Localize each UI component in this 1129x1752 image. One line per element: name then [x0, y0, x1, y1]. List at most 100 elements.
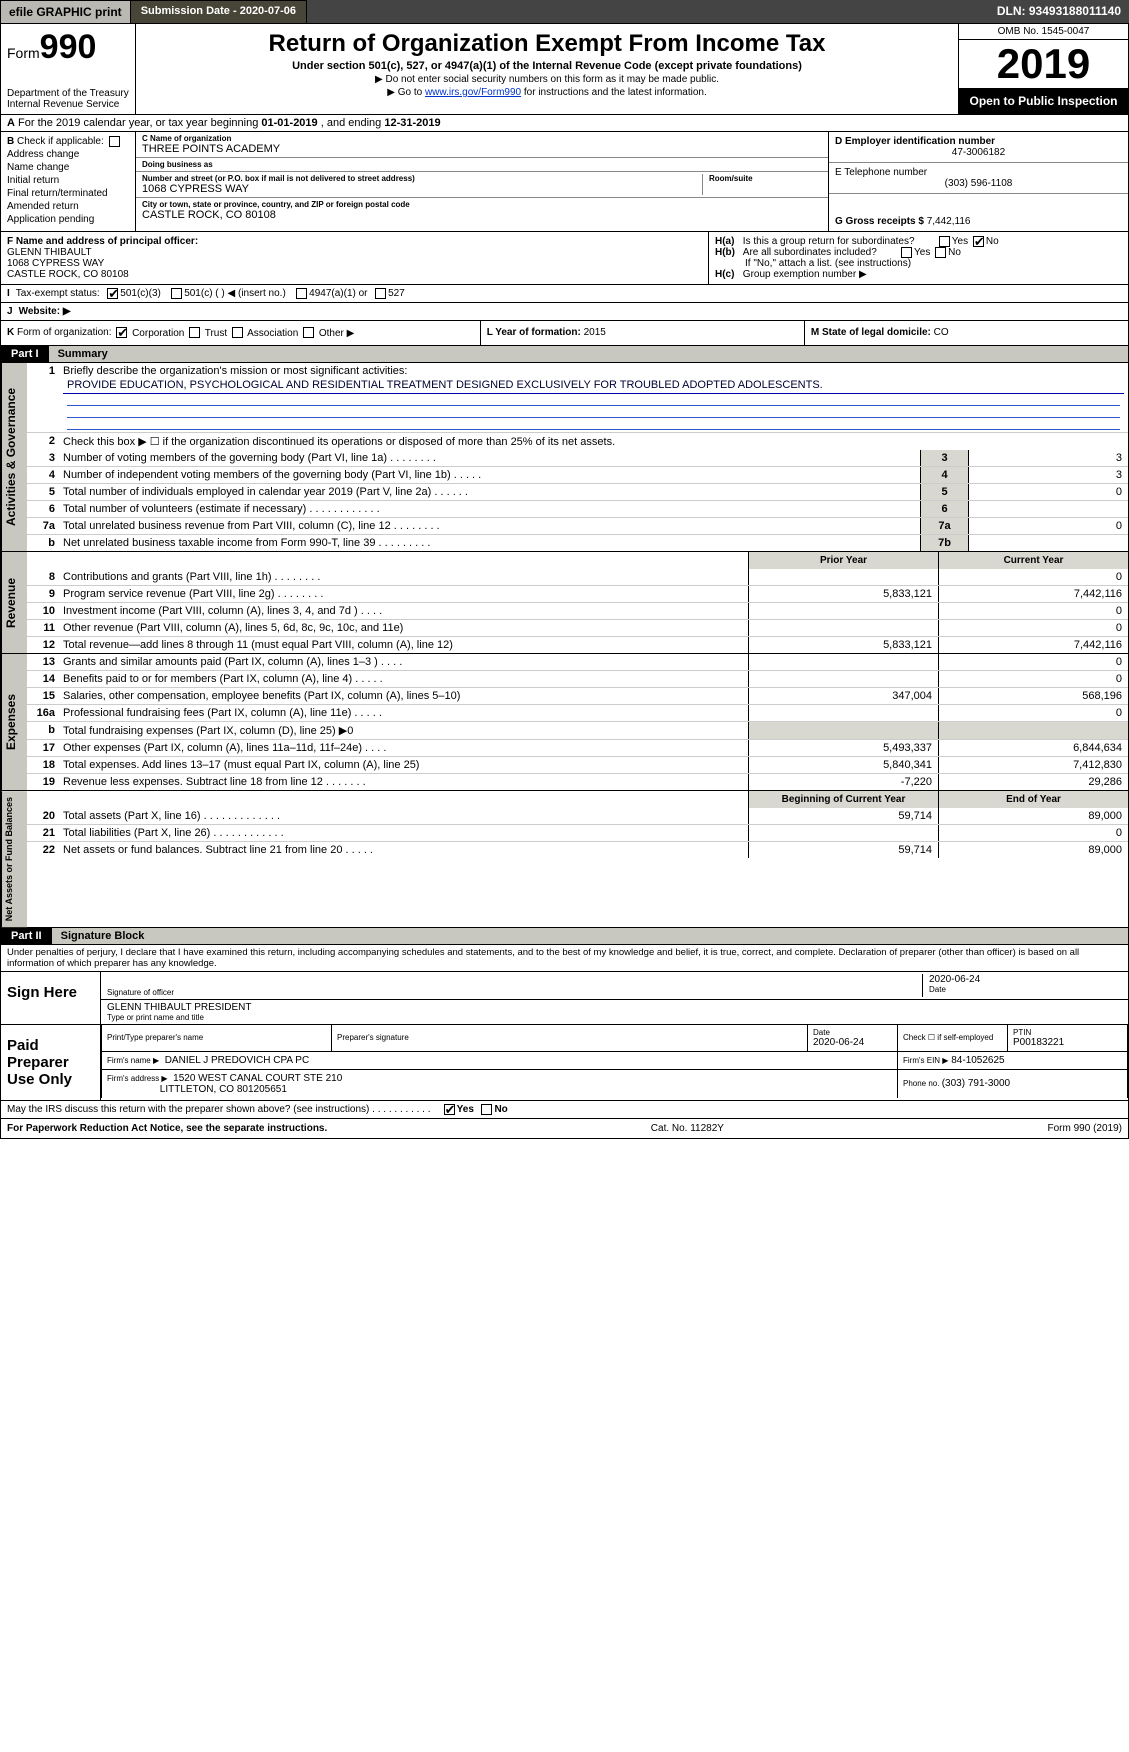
row-a: A For the 2019 calendar year, or tax yea… — [0, 115, 1129, 132]
checkbox-icon[interactable] — [935, 247, 946, 258]
preparer-table: Print/Type preparer's name Preparer's si… — [101, 1025, 1128, 1098]
table-row: 20Total assets (Part X, line 16) . . . .… — [27, 808, 1128, 824]
form-prefix: Form — [7, 45, 40, 61]
prior-year-value: 347,004 — [748, 688, 938, 704]
checkbox-icon[interactable] — [296, 288, 307, 299]
line-num: 1 — [27, 363, 59, 432]
prep-sig-hdr: Preparer's signature — [337, 1033, 802, 1042]
table-row: 7aTotal unrelated business revenue from … — [27, 517, 1128, 534]
sign-cells: Signature of officer 2020-06-24 Date GLE… — [101, 972, 1128, 1024]
yes-label: Yes — [457, 1104, 474, 1115]
line-box-num: 5 — [920, 484, 968, 500]
line-value — [968, 535, 1128, 551]
checkbox-icon[interactable] — [171, 288, 182, 299]
line-desc: Revenue less expenses. Subtract line 18 … — [59, 774, 748, 790]
checkbox-icon[interactable] — [303, 327, 314, 338]
governance-section: Activities & Governance 1 Briefly descri… — [0, 363, 1129, 552]
header-left: Form990 Department of the Treasury Inter… — [1, 24, 136, 114]
table-row: 18Total expenses. Add lines 13–17 (must … — [27, 756, 1128, 773]
prior-year-value: 5,833,121 — [748, 586, 938, 602]
gross-val: 7,442,116 — [927, 216, 971, 227]
row-j: J Website: ▶ — [0, 303, 1129, 321]
current-year-value: 7,442,116 — [938, 637, 1128, 653]
line-num: 8 — [27, 569, 59, 585]
prior-year-value: 59,714 — [748, 808, 938, 824]
street-val: 1068 CYPRESS WAY — [142, 183, 702, 195]
checkbox-item: Initial return — [7, 175, 129, 186]
expenses-vlabel: Expenses — [1, 654, 27, 790]
row-fh: F Name and address of principal officer:… — [0, 232, 1129, 285]
table-row: 21Total liabilities (Part X, line 26) . … — [27, 824, 1128, 841]
row-m: M State of legal domicile: CO — [804, 321, 1128, 344]
line-desc: Contributions and grants (Part VIII, lin… — [59, 569, 748, 585]
checkbox-checked-icon[interactable] — [107, 288, 118, 299]
table-row: 13Grants and similar amounts paid (Part … — [27, 654, 1128, 670]
yes-label: Yes — [914, 247, 930, 258]
prior-year-value — [748, 671, 938, 687]
ha-text: Is this a group return for subordinates? — [743, 236, 915, 247]
irs-link[interactable]: www.irs.gov/Form990 — [425, 87, 521, 98]
checkbox-icon[interactable] — [375, 288, 386, 299]
hb-note: If "No," attach a list. (see instruction… — [715, 258, 1122, 269]
mission-lbl: Briefly describe the organization's miss… — [63, 365, 407, 377]
checkbox-icon[interactable] — [189, 327, 200, 338]
col-header: Beginning of Current Year End of Year — [27, 791, 1128, 808]
line-num: 20 — [27, 808, 59, 824]
checkbox-item: Address change — [7, 149, 129, 160]
governance-body: 1 Briefly describe the organization's mi… — [27, 363, 1128, 551]
current-year-value: 0 — [938, 620, 1128, 636]
line-desc: Total number of volunteers (estimate if … — [59, 501, 920, 517]
paid-preparer-label: Paid Preparer Use Only — [1, 1025, 101, 1100]
col-b: B Check if applicable: Address changeNam… — [1, 132, 136, 231]
ein-lbl: D Employer identification number — [835, 136, 1122, 147]
checkbox-checked-icon[interactable] — [973, 236, 984, 247]
prior-year-hdr: Prior Year — [748, 552, 938, 569]
checkbox-checked-icon[interactable] — [116, 327, 127, 338]
goto-post: for instructions and the latest informat… — [521, 87, 707, 98]
paid-cells: Print/Type preparer's name Preparer's si… — [101, 1025, 1128, 1100]
checkbox-checked-icon[interactable] — [444, 1104, 455, 1115]
current-year-value: 0 — [938, 603, 1128, 619]
ein-cell: D Employer identification number 47-3006… — [829, 132, 1128, 163]
checkbox-item: Amended return — [7, 201, 129, 212]
form-title: Return of Organization Exempt From Incom… — [146, 30, 948, 58]
ha-lead: H(a) — [715, 236, 734, 247]
eoy-hdr: End of Year — [938, 791, 1128, 808]
prep-name-hdr: Print/Type preparer's name — [107, 1033, 326, 1042]
checkbox-icon[interactable] — [109, 136, 120, 147]
line-desc: Total expenses. Add lines 13–17 (must eq… — [59, 757, 748, 773]
table-row: 16aProfessional fundraising fees (Part I… — [27, 704, 1128, 721]
omb-number: OMB No. 1545-0047 — [959, 24, 1128, 40]
hc-text: Group exemption number ▶ — [743, 269, 867, 280]
checkbox-icon[interactable] — [901, 247, 912, 258]
checkbox-icon[interactable] — [939, 236, 950, 247]
row-i-lead: I — [7, 288, 10, 299]
officer-lbl: F Name and address of principal officer: — [7, 236, 198, 247]
table-row: bNet unrelated business taxable income f… — [27, 534, 1128, 551]
form-subtitle: Under section 501(c), 527, or 4947(a)(1)… — [146, 60, 948, 72]
line-desc: Other expenses (Part IX, column (A), lin… — [59, 740, 748, 756]
line-box-num: 7a — [920, 518, 968, 534]
tax-year: 2019 — [959, 40, 1128, 88]
current-year-value: 89,000 — [938, 842, 1128, 858]
sig-date-lbl: Date — [929, 985, 1122, 994]
checkbox-icon[interactable] — [481, 1104, 492, 1115]
checkbox-item: Final return/terminated — [7, 188, 129, 199]
prior-year-value — [748, 603, 938, 619]
boy-hdr: Beginning of Current Year — [748, 791, 938, 808]
line-value — [968, 501, 1128, 517]
line-desc: Total revenue—add lines 8 through 11 (mu… — [59, 637, 748, 653]
org-name-lbl: C Name of organization — [142, 134, 822, 143]
tax-exempt-lbl: Tax-exempt status: — [16, 288, 100, 299]
prep-date: 2020-06-24 — [813, 1037, 892, 1048]
line-box-num: 6 — [920, 501, 968, 517]
prior-year-value: -7,220 — [748, 774, 938, 790]
table-row: 11Other revenue (Part VIII, column (A), … — [27, 619, 1128, 636]
sign-here-label: Sign Here — [1, 972, 101, 1024]
checkbox-item: Application pending — [7, 214, 129, 225]
prior-year-value: 59,714 — [748, 842, 938, 858]
checkbox-icon[interactable] — [232, 327, 243, 338]
name-title-lbl: Type or print name and title — [107, 1013, 1122, 1022]
line-desc: Total number of individuals employed in … — [59, 484, 920, 500]
line-num: 10 — [27, 603, 59, 619]
